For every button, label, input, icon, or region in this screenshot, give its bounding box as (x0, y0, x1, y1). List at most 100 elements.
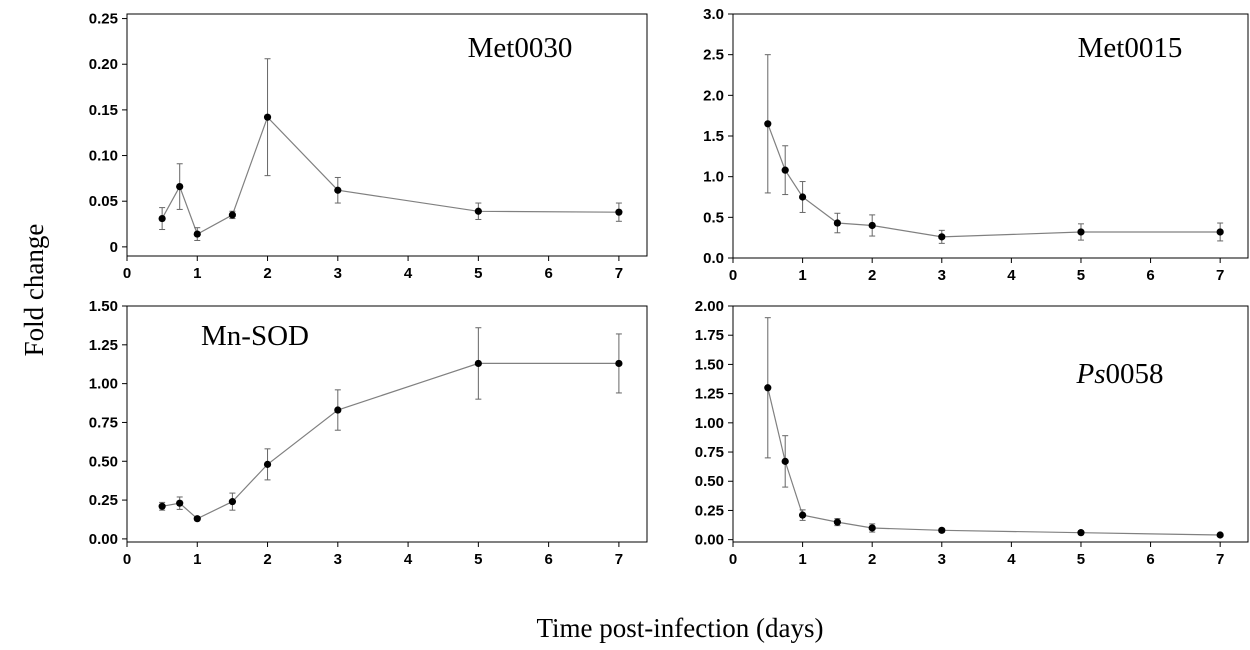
data-point (868, 524, 876, 532)
x-tick-label: 3 (334, 551, 342, 568)
panel-title: Met0015 (1078, 32, 1183, 64)
x-tick-label: 4 (404, 551, 413, 568)
x-tick-label: 1 (798, 267, 806, 284)
y-tick-label: 1.25 (89, 337, 118, 354)
x-tick-label: 0 (729, 551, 737, 568)
x-tick-label: 0 (123, 551, 131, 568)
x-tick-label: 1 (798, 551, 806, 568)
x-tick-label: 7 (1216, 267, 1224, 284)
x-tick-label: 0 (123, 265, 131, 282)
y-tick-label: 0.15 (89, 102, 118, 119)
data-point (158, 214, 166, 223)
data-point (615, 359, 623, 368)
x-tick-label: 7 (615, 551, 623, 568)
data-point (1077, 529, 1085, 537)
data-point (764, 120, 772, 128)
data-point (764, 384, 772, 392)
x-tick-label: 2 (263, 265, 271, 282)
y-tick-label: 1.25 (695, 386, 724, 403)
y-tick-label: 0.10 (89, 148, 118, 165)
x-tick-label: 6 (1146, 551, 1154, 568)
data-point (193, 515, 201, 523)
x-tick-label: 7 (615, 265, 623, 282)
x-tick-label: 5 (474, 265, 482, 282)
x-tick-label: 7 (1216, 551, 1224, 568)
y-tick-label: 0.00 (89, 531, 118, 548)
x-tick-label: 1 (193, 265, 201, 282)
data-point (474, 359, 482, 368)
y-tick-label: 0.75 (695, 444, 724, 461)
y-tick-label: 1.00 (695, 415, 724, 432)
y-tick-label: 0.25 (695, 502, 724, 519)
chart-panel-4: 0 1 2 3 4 5 6 7 0.00 0.25 0.50 0.75 1.00 1.25 1.50 1.75… (695, 298, 1249, 568)
x-tick-label: 2 (263, 551, 271, 568)
data-point (334, 186, 342, 194)
data-point (228, 498, 237, 506)
x-tick-label: 5 (1077, 267, 1085, 284)
x-tick-label: 4 (1007, 551, 1016, 568)
y-tick-label: 1.00 (89, 376, 118, 393)
data-point (1077, 228, 1085, 236)
data-point (938, 526, 946, 534)
panel-title: Met0030 (468, 32, 573, 64)
y-tick-label: 0.50 (89, 453, 118, 470)
data-point (615, 208, 623, 216)
x-tick-label: 3 (938, 267, 946, 284)
y-tick-label: 0.05 (89, 193, 118, 210)
y-tick-label: 0.25 (89, 492, 118, 509)
y-tick-label: 1.5 (703, 128, 724, 145)
y-tick-label: 0.50 (695, 473, 724, 490)
series-line (767, 387, 1221, 536)
data-point (798, 511, 807, 519)
x-tick-label: 3 (938, 551, 946, 568)
x-tick-label: 6 (1146, 267, 1154, 284)
panel-title: Mn-SOD (201, 320, 309, 352)
data-point (193, 230, 201, 238)
data-point (781, 457, 789, 465)
series-line (161, 116, 619, 235)
data-point (228, 211, 237, 219)
y-tick-label: 0.00 (695, 532, 724, 549)
y-tick-label: 1.50 (89, 298, 118, 315)
x-tick-label: 4 (1007, 267, 1016, 284)
y-tick-label: 1.75 (695, 327, 724, 344)
data-point (1216, 228, 1224, 236)
x-tick-label: 5 (1077, 551, 1085, 568)
chart-panel-3: 0 1 2 3 4 5 6 7 0.00 0.25 0.50 0.75 1.00 1.25 1.50 Mn-S… (89, 298, 648, 568)
y-tick-label: 0.5 (703, 209, 724, 226)
plot-frame (732, 305, 1249, 543)
data-point (833, 518, 841, 526)
x-tick-label: 2 (868, 267, 876, 284)
panel-title: Ps0058 (1076, 358, 1164, 390)
y-tick-label: 3.0 (703, 6, 724, 23)
x-tick-label: 0 (729, 267, 737, 284)
y-tick-label: 1.0 (703, 169, 724, 186)
x-tick-label: 6 (544, 265, 552, 282)
y-tick-label: 0.75 (89, 414, 118, 431)
data-point (781, 166, 789, 174)
x-tick-label: 2 (868, 551, 876, 568)
series-line (767, 123, 1221, 238)
series-line (161, 362, 619, 520)
y-tick-label: 0.0 (703, 250, 724, 267)
data-point (938, 233, 946, 241)
data-point (263, 460, 272, 468)
x-tick-label: 4 (404, 265, 413, 282)
data-point (798, 193, 807, 201)
y-tick-label: 1.50 (695, 356, 724, 373)
data-point (176, 499, 184, 507)
x-tick-label: 1 (193, 551, 201, 568)
y-axis-label: Fold change (19, 224, 49, 357)
panel-title-italic: Ps (1076, 358, 1106, 390)
x-axis-label: Time post-infection (days) (537, 613, 824, 643)
data-point (474, 207, 482, 215)
data-point (1216, 531, 1224, 539)
y-tick-label: 2.5 (703, 47, 724, 64)
data-point (158, 502, 166, 510)
plot-frame (126, 305, 648, 543)
plot-frame (126, 13, 648, 257)
data-point (868, 221, 876, 230)
x-tick-label: 6 (544, 551, 552, 568)
